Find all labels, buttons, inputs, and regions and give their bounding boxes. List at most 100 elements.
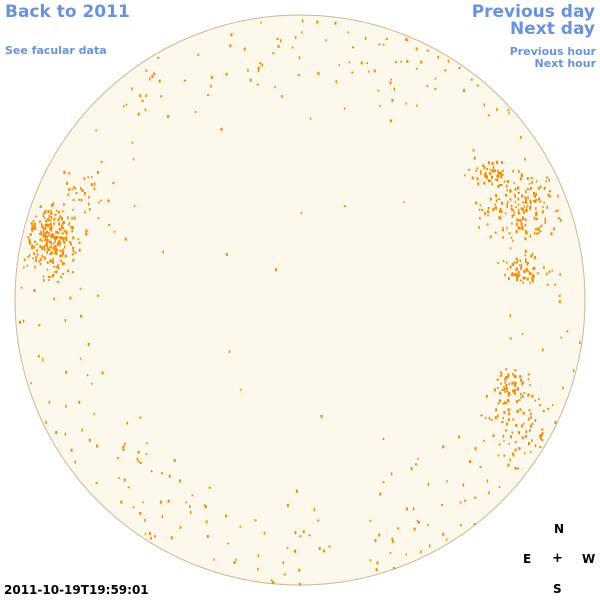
flux-speck [483, 439, 485, 442]
flux-speck [534, 419, 537, 422]
flux-speck [533, 216, 536, 220]
flux-speck [35, 259, 37, 263]
flux-speck [520, 263, 523, 267]
flux-speck [526, 188, 529, 191]
flux-speck [515, 230, 518, 233]
flux-speck [517, 271, 520, 274]
flux-speck [502, 402, 504, 405]
flux-speck [280, 39, 282, 43]
flux-speck [529, 234, 532, 238]
flux-speck [124, 442, 126, 446]
flux-speck [559, 273, 561, 277]
flux-speck [206, 520, 208, 524]
flux-speck [41, 223, 43, 226]
flux-speck [379, 492, 382, 496]
flux-speck [510, 207, 513, 211]
flux-speck [504, 388, 507, 391]
flux-speck [191, 494, 194, 497]
flux-speck [417, 521, 420, 524]
flux-speck [500, 371, 502, 374]
flux-speck [206, 535, 209, 538]
flux-speck [506, 226, 508, 229]
flux-speck [122, 105, 125, 108]
flux-speck [389, 81, 392, 85]
flux-speck [542, 206, 544, 209]
flux-speck [458, 67, 461, 69]
flux-speck [507, 277, 510, 281]
flux-speck [539, 404, 542, 407]
flux-speck [488, 416, 491, 420]
flux-speck [530, 186, 533, 189]
flux-speck [513, 193, 516, 196]
flux-speck [530, 451, 532, 454]
flux-speck [523, 422, 525, 425]
flux-speck [74, 460, 76, 464]
flux-speck [530, 254, 533, 258]
flux-speck [533, 275, 535, 278]
flux-speck [517, 191, 520, 194]
flux-speck [523, 452, 526, 455]
flux-speck [508, 442, 510, 445]
flux-speck [497, 387, 499, 389]
flux-speck [142, 501, 144, 504]
flux-speck [225, 514, 228, 518]
flux-speck [390, 78, 392, 81]
flux-speck [520, 266, 523, 270]
next-day-link[interactable]: Next day [510, 19, 595, 39]
flux-speck [521, 194, 523, 198]
flux-speck [203, 504, 206, 507]
flux-speck [531, 279, 534, 283]
flux-speck [47, 223, 50, 227]
previous-hour-link[interactable]: Previous hour [509, 45, 596, 58]
flux-speck [50, 228, 53, 232]
flux-speck [41, 254, 44, 258]
flux-speck [514, 389, 517, 392]
flux-speck [62, 221, 65, 224]
flux-speck [67, 216, 69, 220]
flux-speck [507, 180, 509, 183]
flux-speck [546, 272, 548, 276]
flux-speck [479, 170, 482, 174]
flux-speck [40, 230, 42, 234]
flux-speck [352, 46, 355, 49]
flux-speck [502, 236, 505, 239]
flux-speck [524, 223, 527, 227]
flux-speck [500, 382, 502, 385]
see-facular-data-link[interactable]: See facular data [5, 44, 107, 57]
flux-speck [286, 503, 289, 507]
flux-speck [515, 425, 517, 427]
flux-speck [464, 499, 467, 502]
flux-speck [518, 399, 521, 402]
flux-speck [484, 417, 487, 420]
flux-speck [533, 256, 536, 260]
compass-east: E [523, 552, 532, 566]
next-hour-link[interactable]: Next hour [534, 57, 597, 70]
flux-speck [382, 438, 385, 440]
flux-speck [126, 421, 129, 425]
flux-speck [413, 527, 416, 531]
flux-speck [57, 266, 59, 269]
flux-speck [511, 215, 514, 218]
flux-speck [554, 283, 557, 286]
flux-speck [485, 394, 488, 398]
flux-speck [519, 274, 521, 276]
flux-speck [48, 234, 50, 237]
flux-speck [316, 20, 319, 24]
flux-speck [434, 77, 437, 80]
back-to-year-link[interactable]: Back to 2011 [5, 2, 130, 22]
flux-speck [522, 201, 525, 204]
flux-speck [97, 294, 100, 297]
previous-day-link[interactable]: Previous day [471, 2, 595, 22]
flux-speck [534, 194, 536, 198]
flux-speck [518, 431, 520, 435]
flux-speck [322, 549, 325, 553]
flux-speck [78, 248, 81, 252]
flux-speck [36, 249, 38, 252]
flux-speck [45, 230, 48, 234]
flux-speck [516, 267, 518, 271]
flux-speck [254, 519, 257, 522]
flux-speck [148, 532, 151, 536]
flux-speck [511, 452, 514, 456]
flux-speck [52, 246, 54, 250]
flux-speck [391, 98, 394, 102]
